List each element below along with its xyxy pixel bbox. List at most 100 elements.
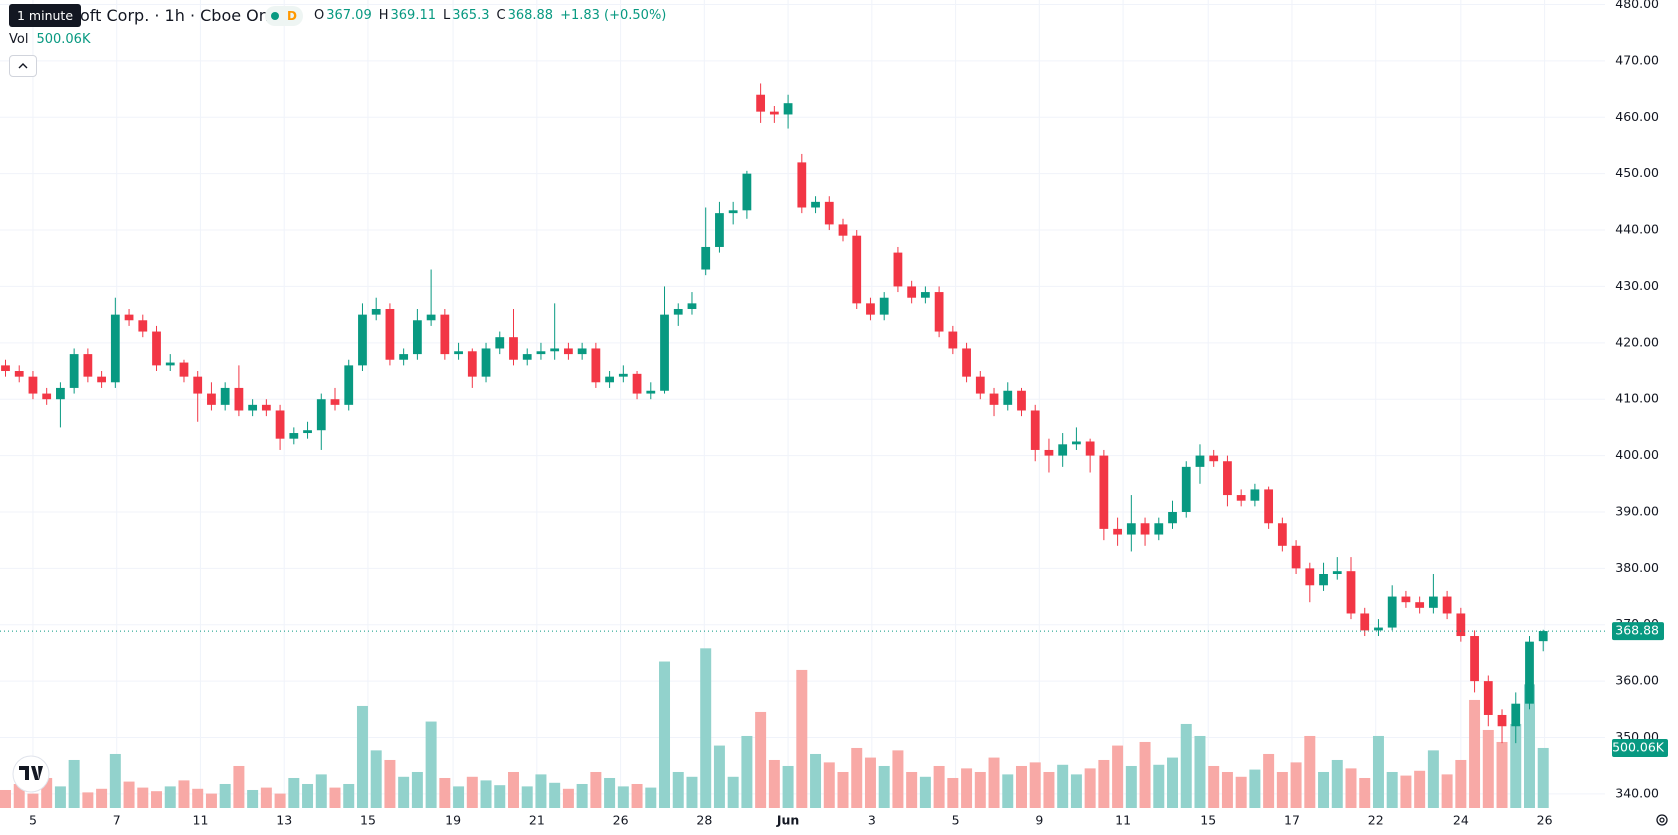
volume-bar xyxy=(1235,776,1247,808)
status-badges[interactable]: D xyxy=(265,6,303,26)
candle-body xyxy=(907,286,917,298)
candle-body xyxy=(728,210,738,214)
volume-bar xyxy=(1139,741,1151,808)
volume-bar xyxy=(892,750,904,808)
candle-body xyxy=(371,308,381,315)
candle-body xyxy=(1017,390,1026,411)
candle-body xyxy=(522,354,532,360)
candle-body xyxy=(138,320,148,332)
candle-body xyxy=(1511,703,1521,727)
gear[interactable] xyxy=(1656,814,1668,826)
candle-body xyxy=(1,365,10,372)
volume-bar xyxy=(700,648,712,808)
candle-body xyxy=(69,354,79,388)
volume-bar xyxy=(961,768,973,808)
volume-bar xyxy=(864,757,876,808)
x-tick-label: 7 xyxy=(113,813,121,828)
candle-body xyxy=(454,351,463,355)
close-value: 368.88 xyxy=(507,8,554,23)
candle-body xyxy=(261,404,271,411)
price-tag-bg xyxy=(1612,622,1664,641)
high-label: H xyxy=(378,8,389,23)
volume-bar xyxy=(1414,770,1426,808)
volume-bar xyxy=(535,774,547,808)
tv-logo xyxy=(12,755,50,793)
candle-body xyxy=(1374,627,1383,631)
y-tick-label: 390.00 xyxy=(1615,503,1659,518)
y-tick-label: 440.00 xyxy=(1615,222,1659,237)
candle-body xyxy=(1223,461,1232,496)
x-tick-label: 13 xyxy=(276,813,292,828)
candle-body xyxy=(56,387,65,400)
x-tick-label: 9 xyxy=(1035,813,1043,828)
volume-bar xyxy=(1496,741,1508,808)
volume-bar xyxy=(1112,745,1124,808)
volume-bar xyxy=(713,745,725,808)
volume-bar xyxy=(549,782,561,808)
candle-body xyxy=(1525,641,1534,704)
volume-bar xyxy=(507,771,519,808)
volume-bar xyxy=(1469,699,1481,808)
volume-bar xyxy=(947,777,959,808)
candle-body xyxy=(42,393,52,400)
x-tick-label: 5 xyxy=(29,813,37,828)
volume-tag-bg xyxy=(1612,738,1668,757)
volume-bar xyxy=(823,762,835,808)
volume-bar xyxy=(1523,684,1535,808)
volume-bar xyxy=(659,661,671,808)
x-tick-label: 11 xyxy=(193,813,209,828)
collapse-icon[interactable] xyxy=(10,56,36,76)
volume-bar xyxy=(933,765,945,808)
collapse-button[interactable] xyxy=(9,55,37,77)
candle-body xyxy=(660,314,669,391)
volume-bar xyxy=(1125,765,1137,808)
volume-bar xyxy=(453,786,465,808)
candle-body xyxy=(1236,495,1246,501)
candle-body xyxy=(385,308,395,360)
volume-bar xyxy=(1510,723,1522,808)
volume-bar xyxy=(411,771,423,808)
gear-core[interactable] xyxy=(1659,817,1665,823)
candle-body xyxy=(1428,596,1438,608)
volume-bar xyxy=(1221,771,1233,808)
volume-bar xyxy=(851,747,863,808)
candle-body xyxy=(1140,523,1150,535)
y-tick-label: 420.00 xyxy=(1615,334,1659,349)
candle-body xyxy=(97,376,106,383)
volume-bar xyxy=(151,791,163,808)
symbol-title[interactable]: oft Corp. · 1h · Cboe One xyxy=(80,6,279,25)
candle-body xyxy=(934,292,944,332)
candle-body xyxy=(1387,596,1397,628)
volume-bar xyxy=(384,759,396,808)
candle-body xyxy=(838,224,848,236)
volume-bar xyxy=(109,753,121,808)
volume-bar xyxy=(1400,775,1412,808)
candle-body xyxy=(1332,571,1342,575)
candle-body xyxy=(1442,596,1452,614)
volume-bar xyxy=(178,780,190,808)
x-tick-label: 15 xyxy=(360,813,376,828)
volume-bar xyxy=(192,788,204,808)
volume-bar xyxy=(494,785,506,808)
x-tick-label: 21 xyxy=(529,813,545,828)
high-value: 369.11 xyxy=(390,8,437,23)
price-tag: 368.88 xyxy=(1615,623,1659,638)
candle-body xyxy=(632,373,642,394)
volume-bar xyxy=(1304,735,1316,808)
volume-bar xyxy=(1029,762,1041,808)
settings-icon[interactable] xyxy=(1656,814,1668,826)
candle-body xyxy=(715,213,724,247)
candle-body xyxy=(1209,455,1219,462)
volume-value: 500.06K xyxy=(36,32,91,47)
y-tick-label: 410.00 xyxy=(1615,391,1659,406)
volume-bar xyxy=(343,783,355,808)
volume-bar xyxy=(604,777,616,808)
candle-body xyxy=(83,354,93,377)
candle-body xyxy=(426,314,436,321)
volume-bar xyxy=(1098,759,1110,808)
volume-bar xyxy=(274,793,286,808)
volume-bar xyxy=(727,776,739,808)
y-tick-label: 460.00 xyxy=(1615,109,1659,124)
volume-bar xyxy=(1372,735,1384,808)
volume-bar xyxy=(768,759,780,808)
